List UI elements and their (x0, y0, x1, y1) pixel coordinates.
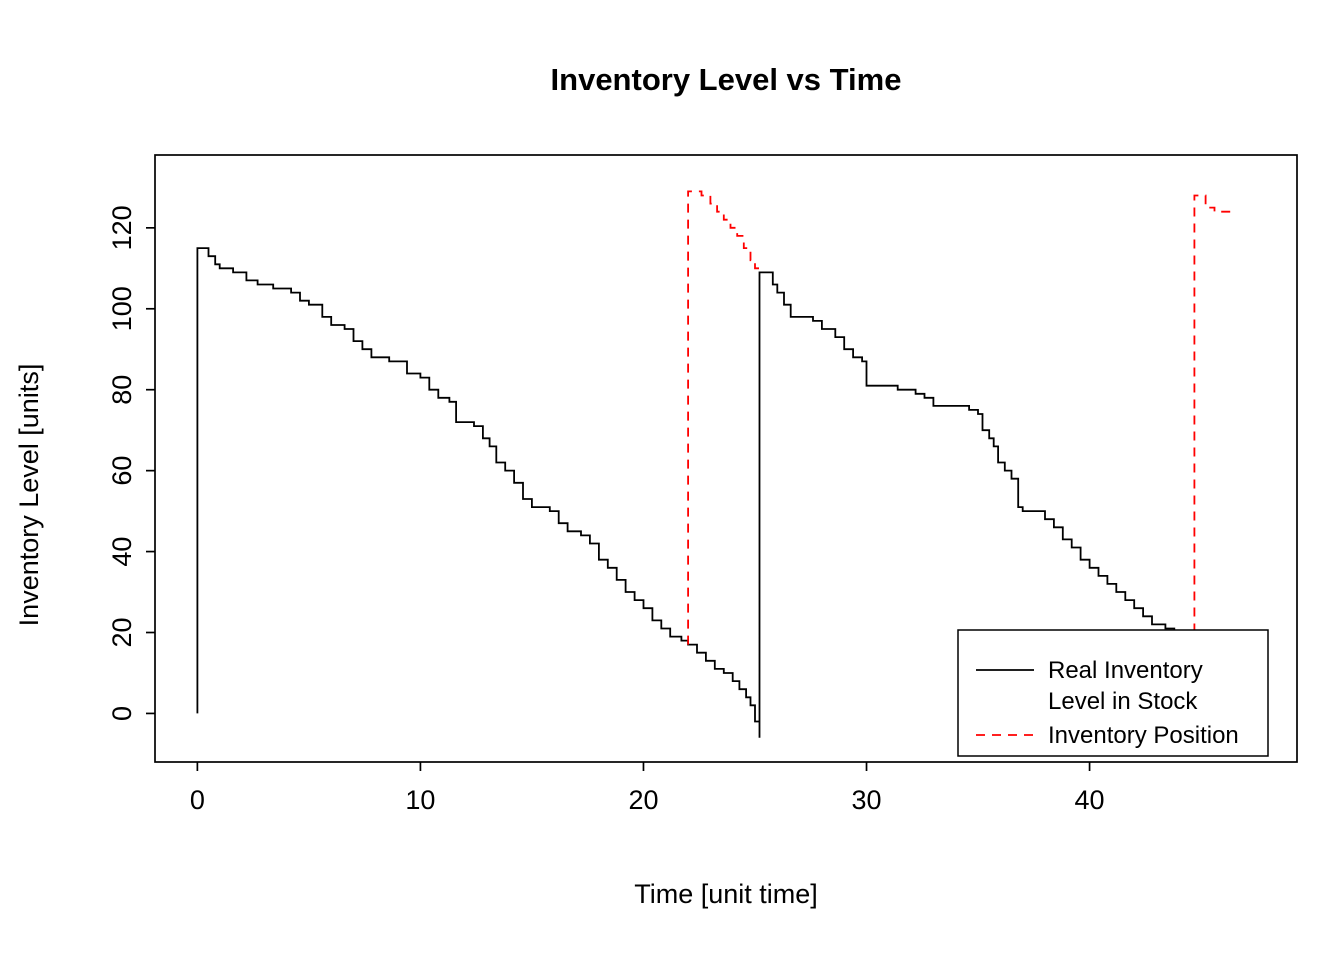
y-axis: 0 20 40 60 80 100 120 (107, 205, 155, 721)
legend: Real Inventory Level in Stock Inventory Po… (957, 629, 1269, 757)
x-axis-label: Time [unit time] (634, 879, 818, 909)
x-tick-label: 40 (1075, 785, 1105, 815)
y-tick-label: 60 (107, 456, 137, 486)
y-tick-label: 120 (107, 205, 137, 250)
series-path (196, 247, 1186, 738)
plot-border (154, 154, 1298, 763)
x-tick-label: 20 (628, 785, 658, 815)
x-axis: 0 10 20 30 40 (190, 762, 1105, 815)
x-tick-label: 10 (405, 785, 435, 815)
chart-title: Inventory Level vs Time (551, 62, 902, 97)
y-tick-label: 40 (107, 537, 137, 567)
y-axis-label: Inventory Level [units] (14, 364, 44, 627)
series-path (1193, 194, 1233, 633)
y-tick-label: 80 (107, 375, 137, 405)
y-tick-label: 100 (107, 286, 137, 331)
series-real-inventory (196, 247, 1186, 738)
y-tick-label: 20 (107, 617, 137, 647)
x-tick-label: 30 (851, 785, 881, 815)
y-tick-label: 0 (107, 706, 137, 721)
x-tick-label: 0 (190, 785, 205, 815)
legend-label-real-inventory-line1: Real Inventory (1048, 657, 1203, 684)
legend-label-real-inventory-line2: Level in Stock (1048, 688, 1198, 715)
series-inventory-position (687, 190, 1233, 645)
legend-label-inventory-position: Inventory Position (1048, 722, 1239, 749)
